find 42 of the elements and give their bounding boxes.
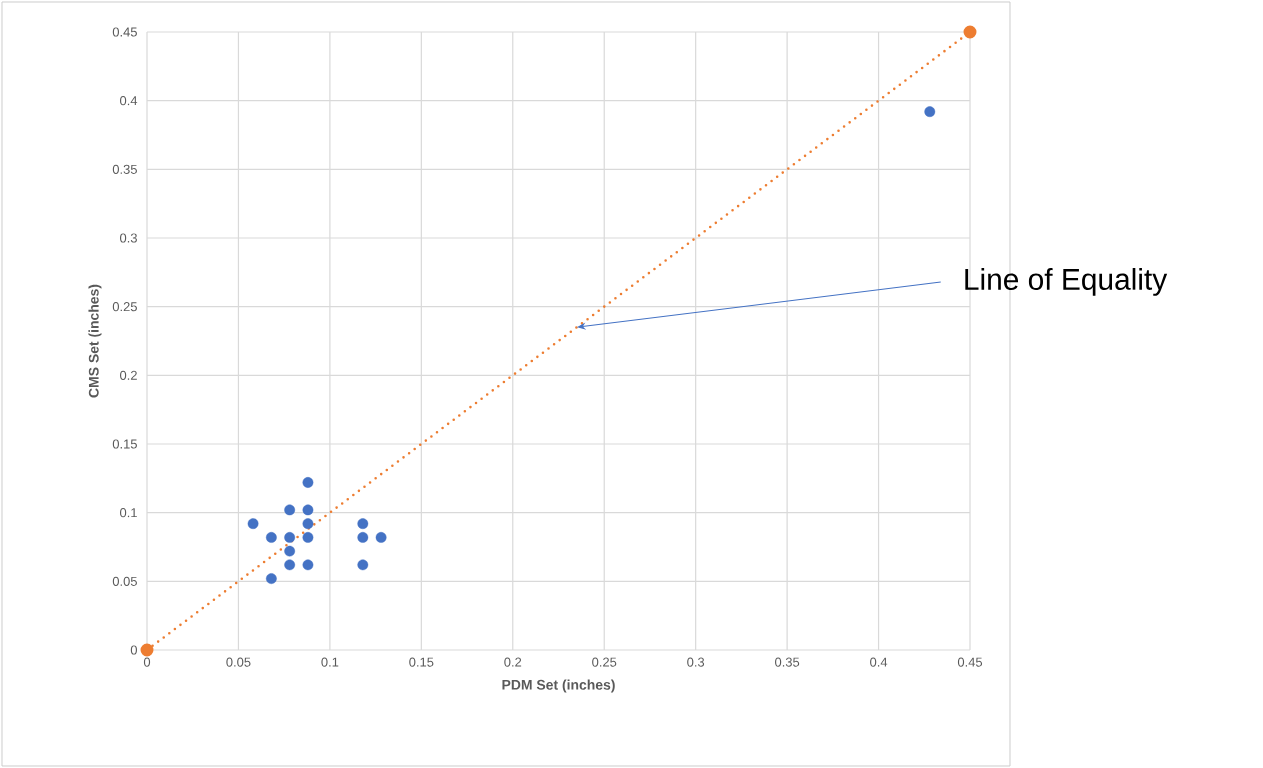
y-tick-label: 0.1	[120, 508, 137, 518]
y-tick-label: 0.05	[112, 576, 137, 586]
point	[302, 559, 314, 571]
y-tick-label: 0.4	[120, 96, 138, 106]
x-tick-label: 0.3	[687, 657, 705, 667]
annotation: Line of Equality	[965, 268, 1168, 296]
point	[284, 545, 296, 557]
point	[302, 532, 314, 543]
point	[265, 573, 277, 584]
x-tick-label: 0.15	[409, 657, 434, 667]
point	[357, 518, 369, 530]
y-axis-title: CMS Set (inches)	[88, 284, 102, 398]
x-axis-title: PDM Set (inches)	[502, 679, 615, 693]
y-tick-label: 0.25	[112, 302, 137, 312]
point	[302, 518, 314, 530]
point	[924, 106, 936, 118]
y-tick-label: 0	[130, 645, 137, 655]
y-tick-label: 0.35	[112, 164, 137, 174]
x-tick-label: 0.25	[592, 657, 617, 667]
y-tick-label: 0.45	[112, 27, 137, 37]
x-tick-label: 0.2	[504, 657, 522, 667]
point	[357, 559, 369, 571]
x-tick-label: 0	[143, 657, 151, 667]
y-tick-label: 0.3	[120, 233, 137, 243]
point	[302, 504, 314, 516]
point	[357, 532, 369, 543]
x-tick-label: 0.4	[870, 657, 888, 667]
point	[265, 532, 277, 543]
y-tick-label: 0.2	[120, 370, 137, 380]
point	[284, 559, 296, 571]
y-tick-label: 0.15	[112, 439, 137, 449]
point	[302, 477, 314, 488]
x-tick-label: 0.1	[321, 657, 339, 667]
x-tick-label: 0.45	[957, 657, 983, 667]
point	[963, 25, 977, 39]
x-tick-label: 0.35	[775, 657, 800, 667]
point	[375, 532, 387, 543]
point	[247, 518, 259, 530]
x-tick-label: 0.05	[226, 657, 251, 667]
point	[140, 643, 154, 657]
point	[284, 504, 296, 516]
point	[284, 532, 296, 543]
